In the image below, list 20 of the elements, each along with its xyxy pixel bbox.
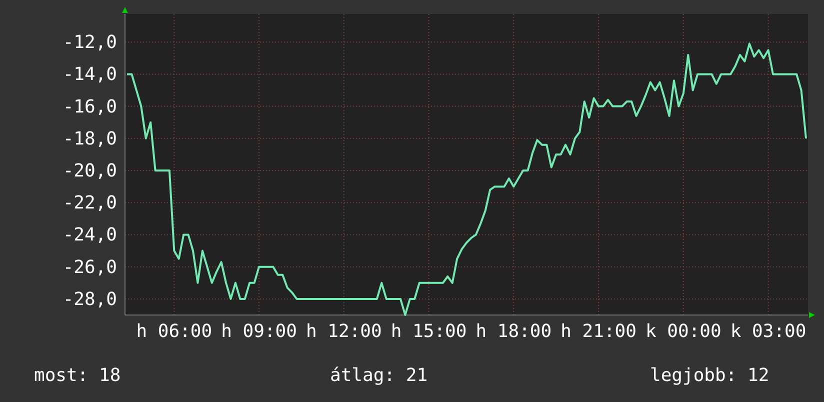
x-tick-label: h 09:00 <box>221 321 297 342</box>
y-tick-label: -12,0 <box>62 32 117 54</box>
y-tick-label: -24,0 <box>62 224 117 246</box>
x-tick-label: h 06:00 <box>136 321 212 342</box>
y-tick-label: -28,0 <box>62 288 117 310</box>
y-tick-label: -26,0 <box>62 256 117 278</box>
text: most: 18 <box>34 365 121 386</box>
text: átlag: 21 <box>330 365 428 386</box>
x-tick-label: h 18:00 <box>476 321 552 342</box>
y-tick-label: -14,0 <box>62 64 117 86</box>
x-tick-label: k 03:00 <box>730 321 806 342</box>
x-tick-label: h 12:00 <box>306 321 382 342</box>
y-tick-label: -18,0 <box>62 128 117 150</box>
x-tick-label: h 15:00 <box>390 321 467 342</box>
y-tick-label: -20,0 <box>62 160 117 182</box>
y-tick-label: -16,0 <box>62 96 117 118</box>
x-tick-label: h 21:00 <box>560 321 636 342</box>
y-tick-label: -22,0 <box>62 192 117 214</box>
text: legjobb: 12 <box>650 365 770 386</box>
x-tick-label: k 00:00 <box>645 321 722 342</box>
